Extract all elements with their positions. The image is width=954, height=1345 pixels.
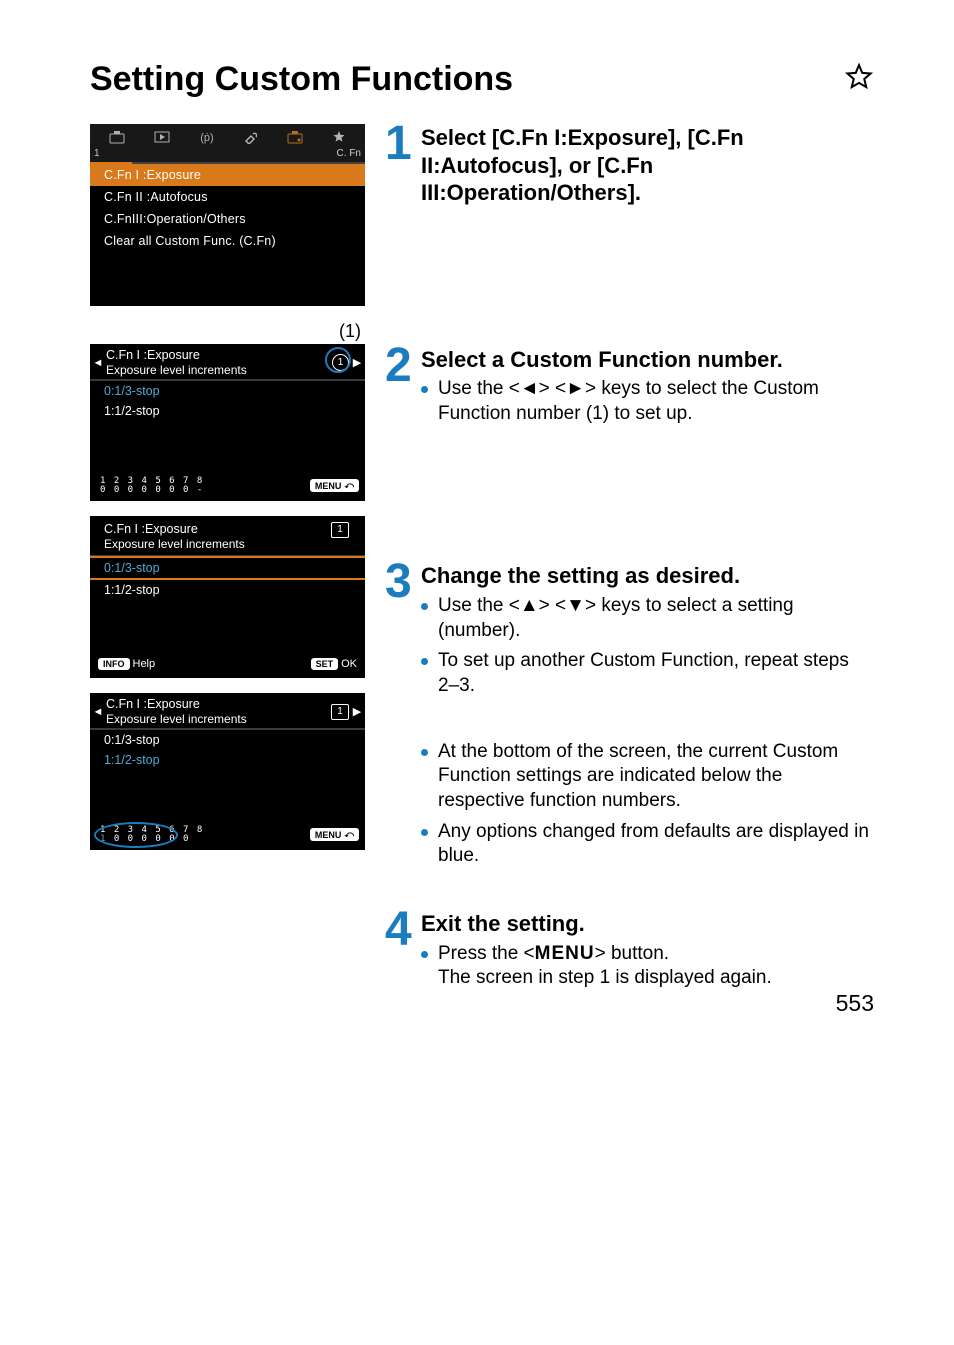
fn-number-badge: 1 (331, 522, 349, 538)
tab-row: ((ṗ)) (90, 124, 365, 148)
screen-menu: ((ṗ)) 1 C. Fn C.Fn I :Exposure C.Fn II :… (90, 124, 365, 306)
help-label: Help (133, 658, 156, 670)
step-title: Select [C.Fn I:Exposure], [C.Fn II:Autof… (421, 124, 874, 207)
bullet-icon (421, 603, 428, 610)
bullet-icon (421, 749, 428, 756)
step-text: Use the <◄> <►> keys to select the Custo… (438, 377, 874, 426)
step-num: 4 (385, 910, 413, 997)
left-arrow-icon[interactable]: ◄ (92, 706, 104, 718)
screen-result: ◄ C.Fn I :Exposure Exposure level increm… (90, 693, 365, 850)
option-0[interactable]: 0:1/3-stop (90, 381, 365, 401)
custom-icon (287, 130, 303, 144)
tab-label: C. Fn (337, 148, 361, 159)
step-explain: At the bottom of the screen, the current… (385, 740, 874, 875)
option-1[interactable]: 1:1/2-stop (90, 580, 365, 600)
star-tab-icon (332, 130, 346, 144)
wrench-icon (243, 130, 257, 144)
indicator-1: (1) (90, 321, 361, 342)
menu-item-operation[interactable]: C.FnIII:Operation/Others (90, 208, 365, 230)
screen-change-setting: C.Fn I :Exposure Exposure level incremen… (90, 516, 365, 679)
menu-item-clear[interactable]: Clear all Custom Func. (C.Fn) (90, 230, 365, 252)
hdr-sub: Exposure level increments (106, 363, 332, 377)
step-text: To set up another Custom Function, repea… (438, 649, 874, 698)
bullet-icon (421, 658, 428, 665)
menu-item-autofocus[interactable]: C.Fn II :Autofocus (90, 186, 365, 208)
option-1[interactable]: 1:1/2-stop (90, 401, 365, 421)
right-arrow-icon[interactable]: ▶ (351, 705, 363, 718)
bullet-icon (421, 951, 428, 958)
camera-icon (109, 130, 125, 144)
step-num: 1 (385, 124, 413, 211)
menu-item-exposure[interactable]: C.Fn I :Exposure (90, 164, 365, 186)
option-1[interactable]: 1:1/2-stop (90, 750, 365, 770)
step-title: Change the setting as desired. (421, 562, 874, 590)
step-4: 4 Exit the setting. Press the <MENU> but… (385, 910, 874, 997)
screen-select-number: ◄ C.Fn I :Exposure Exposure level increm… (90, 344, 365, 501)
set-button[interactable]: SET (311, 658, 339, 670)
option-0[interactable]: 0:1/3-stop (90, 730, 365, 750)
menu-button[interactable]: MENU⤺ (310, 479, 359, 492)
tab-num: 1 (94, 148, 100, 159)
step-text: Any options changed from defaults are di… (438, 820, 874, 869)
hdr-sub: Exposure level increments (104, 537, 245, 551)
hdr-title: C.Fn I :Exposure (106, 697, 331, 711)
step-num: 3 (385, 562, 413, 704)
index-numbers: 1 2 3 4 5 6 7 8 0 0 0 0 0 0 0 - (100, 477, 204, 495)
bullet-icon (421, 829, 428, 836)
hdr-title: C.Fn I :Exposure (104, 522, 245, 536)
step-2: 2 Select a Custom Function number. Use t… (385, 346, 874, 433)
ok-label: OK (341, 658, 357, 670)
menu-button[interactable]: MENU⤺ (310, 828, 359, 841)
option-0-selected[interactable]: 0:1/3-stop (90, 556, 365, 580)
left-arrow-icon[interactable]: ◄ (92, 357, 104, 369)
hdr-title: C.Fn I :Exposure (106, 348, 332, 362)
right-arrow-icon[interactable]: ▶ (351, 356, 363, 369)
step-title: Exit the setting. (421, 910, 874, 938)
fn-number-badge: 1 (331, 704, 349, 720)
step-title: Select a Custom Function number. (421, 346, 874, 374)
step-text: Use the <▲> <▼> keys to select a setting… (438, 594, 874, 643)
wifi-icon: ((ṗ)) (200, 130, 214, 144)
bullet-icon (421, 386, 428, 393)
star-icon (844, 62, 874, 97)
step-3: 3 Change the setting as desired. Use the… (385, 562, 874, 704)
hdr-sub: Exposure level increments (106, 712, 331, 726)
svg-text:((ṗ)): ((ṗ)) (200, 132, 214, 144)
step-text: At the bottom of the screen, the current… (438, 740, 874, 814)
step-1: 1 Select [C.Fn I:Exposure], [C.Fn II:Aut… (385, 124, 874, 211)
page-number: 553 (836, 990, 874, 1017)
info-button[interactable]: INFO (98, 658, 130, 670)
step-text: Press the <MENU> button.The screen in st… (438, 942, 772, 991)
play-icon (154, 131, 170, 143)
page-title: Setting Custom Functions (90, 60, 513, 99)
step-num: 2 (385, 346, 413, 433)
